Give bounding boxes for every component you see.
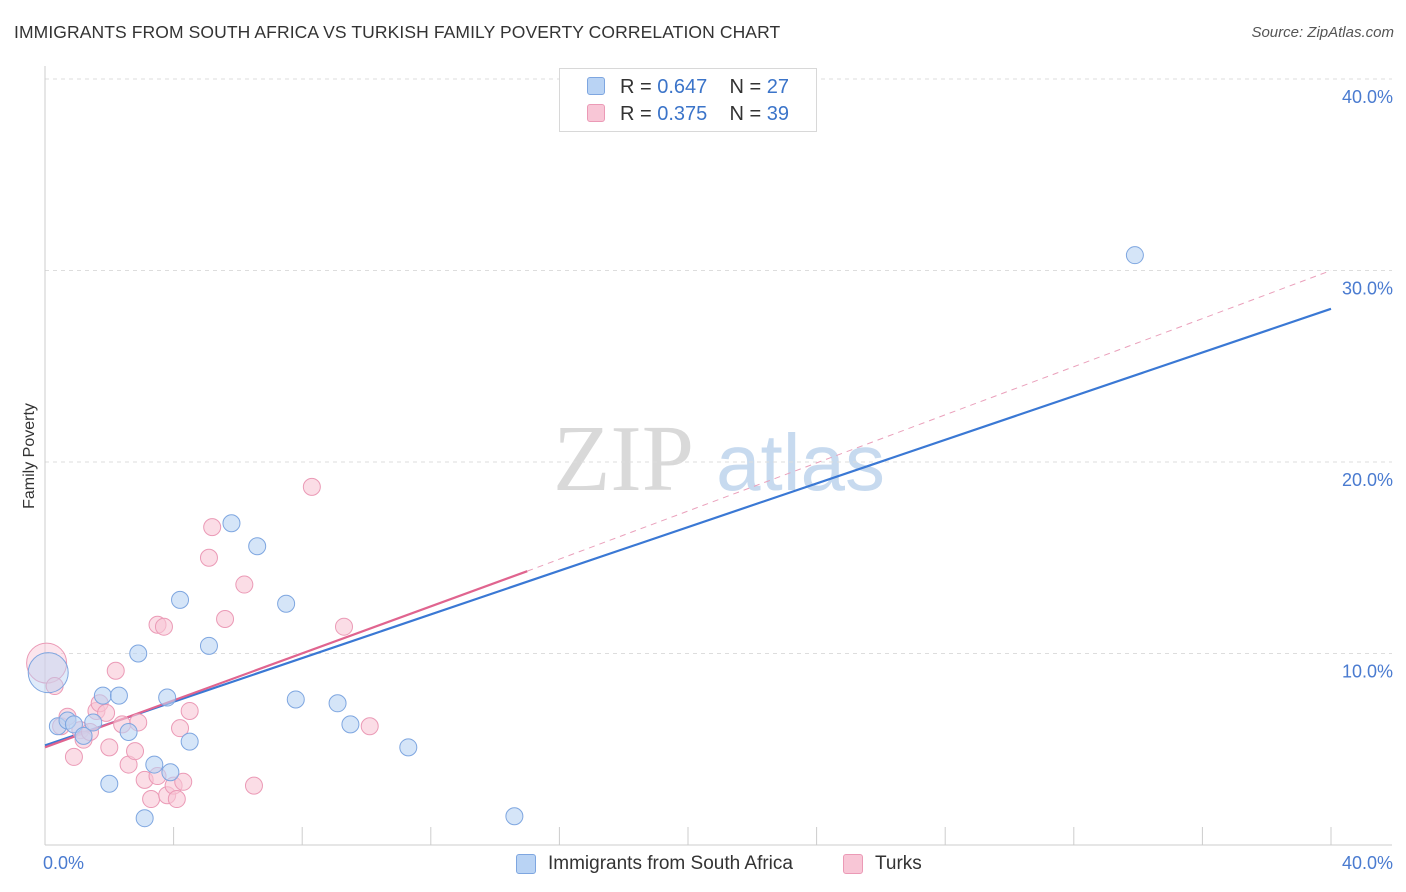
point-south-africa-5 [84, 713, 103, 732]
legend-r-value: 0.375 [657, 103, 708, 125]
point-turks-15 [126, 742, 145, 761]
bottom-legend-label-turks: Turks [875, 853, 922, 874]
point-turks-21 [154, 617, 173, 636]
point-turks-27 [180, 701, 199, 720]
point-south-africa-7 [100, 774, 119, 793]
point-turks-31 [235, 575, 254, 594]
point-south-africa-8 [109, 686, 128, 705]
point-south-africa-17 [199, 636, 218, 655]
watermark: ZIP atlas [553, 407, 885, 511]
source-credit: Source: ZipAtlas.com [1251, 24, 1394, 41]
point-turks-25 [174, 772, 193, 791]
legend-swatch-south-africa [587, 77, 605, 95]
data-points [26, 246, 1144, 828]
bottom-legend-swatch-south-africa [516, 854, 536, 874]
point-turks-24 [167, 790, 186, 809]
trend-line-turks-extension [527, 270, 1332, 572]
watermark-zip: ZIP [553, 407, 694, 511]
point-south-africa-15 [171, 590, 190, 609]
point-south-africa-25 [505, 807, 524, 826]
y-tick-label-2: 30.0% [1342, 279, 1393, 299]
bottom-legend-swatch-turks [843, 854, 863, 874]
y-tick-label-0: 10.0% [1342, 662, 1393, 682]
trend-line-south-africa [44, 307, 1332, 747]
y-axis-label: Family Poverty [21, 403, 38, 509]
point-south-africa-16 [180, 732, 199, 751]
gridlines [45, 78, 1392, 654]
point-south-africa-24 [399, 738, 418, 757]
axes [44, 66, 1392, 846]
legend-text-turks: R = 0.375 N = 39 [620, 101, 789, 127]
point-south-africa-11 [135, 809, 154, 828]
point-south-africa-18 [222, 514, 241, 533]
point-south-africa-19 [248, 537, 267, 556]
chart-title: IMMIGRANTS FROM SOUTH AFRICA VS TURKISH … [14, 22, 781, 42]
point-turks-4 [64, 747, 83, 766]
legend-swatch-turks [587, 104, 605, 122]
legend-r-label: R = [620, 76, 652, 98]
legend-r-label: R = [620, 103, 652, 125]
x-tick-label-0: 0.0% [43, 853, 84, 873]
point-south-africa-14 [161, 763, 180, 782]
legend-text-south-africa: R = 0.647 N = 27 [620, 74, 789, 100]
point-turks-26 [171, 719, 190, 738]
point-turks-18 [142, 790, 161, 809]
legend-r-value: 0.647 [657, 76, 708, 98]
point-south-africa-26 [1125, 246, 1144, 265]
point-south-africa-23 [341, 715, 360, 734]
legend-n-label: N = [729, 76, 762, 98]
legend-n-value: 39 [766, 103, 790, 125]
y-tick-label-3: 40.0% [1342, 87, 1393, 107]
point-turks-32 [244, 776, 263, 795]
x-tick-label-1: 40.0% [1342, 853, 1393, 873]
correlation-legend: R = 0.647 N = 27 R = 0.375 N = 39 [559, 68, 817, 132]
point-south-africa-0 [27, 652, 69, 694]
bottom-legend-label-south-africa: Immigrants from South Africa [548, 853, 793, 874]
point-turks-35 [360, 717, 379, 736]
point-south-africa-21 [286, 690, 305, 709]
point-south-africa-10 [129, 644, 148, 663]
point-south-africa-3 [64, 715, 83, 734]
point-south-africa-20 [277, 594, 296, 613]
tick-labels: 10.0% 20.0% 30.0% 40.0% 0.0% 40.0% [43, 87, 1393, 873]
point-turks-33 [302, 477, 321, 496]
point-south-africa-4 [74, 726, 93, 745]
point-turks-29 [203, 518, 222, 537]
point-turks-30 [216, 610, 235, 629]
point-south-africa-13 [158, 688, 177, 707]
point-turks-10 [97, 703, 116, 722]
legend-n-value: 27 [766, 76, 790, 98]
point-south-africa-9 [119, 723, 138, 742]
point-turks-11 [100, 738, 119, 757]
point-south-africa-12 [145, 755, 164, 774]
point-turks-28 [199, 548, 218, 567]
y-tick-label-1: 20.0% [1342, 470, 1393, 490]
point-turks-34 [334, 617, 353, 636]
point-south-africa-6 [93, 686, 112, 705]
point-turks-12 [106, 661, 125, 680]
point-south-africa-22 [328, 694, 347, 713]
legend-n-label: N = [729, 103, 762, 125]
